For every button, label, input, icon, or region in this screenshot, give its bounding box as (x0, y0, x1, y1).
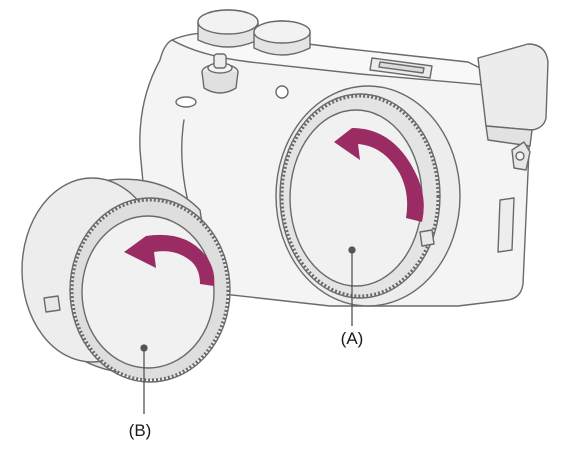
side-panel (497, 197, 515, 253)
rear-cap-tab (43, 295, 61, 313)
strap-lug (511, 141, 531, 171)
callout-leaders (140, 246, 356, 414)
body-cap-rim-edge (279, 93, 441, 299)
rear-cap-rotation-arrow (124, 234, 215, 286)
lens-release-button (275, 85, 289, 99)
rear-cap-rim-edge (69, 197, 231, 383)
callout-dot-a (348, 246, 356, 254)
body-cap-rotation-arrow (334, 128, 424, 222)
viewfinder (477, 43, 549, 147)
top-dial-right (253, 20, 311, 56)
callout-label-b: (B) (129, 421, 152, 440)
hot-shoe (369, 57, 433, 79)
body-cap-tab (419, 229, 435, 247)
callout-dot-b (140, 344, 148, 352)
callout-label-a: (A) (341, 329, 364, 348)
top-dial-left (197, 9, 259, 48)
shutter-knob (201, 53, 239, 94)
rotate-counterclockwise-arrow-icon (124, 128, 424, 286)
rear-lens-cap (21, 177, 231, 383)
af-assist-lamp (175, 96, 197, 108)
